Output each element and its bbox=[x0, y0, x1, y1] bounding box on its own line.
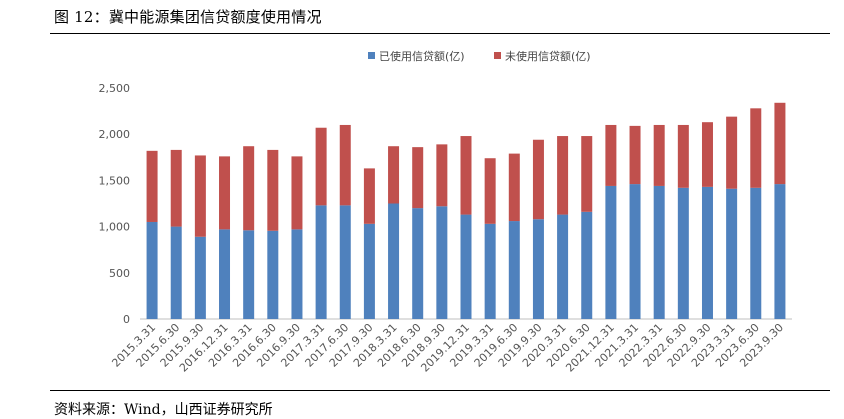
legend-label-used: 已使用信贷额(亿) bbox=[379, 49, 465, 63]
bar-unused bbox=[750, 108, 762, 188]
bar-unused bbox=[701, 122, 713, 187]
bar-unused bbox=[460, 136, 472, 215]
figure-title: 图 12：冀中能源集团信贷额度使用情况 bbox=[54, 8, 322, 26]
bar-unused bbox=[484, 158, 496, 224]
y-tick-label: 2,000 bbox=[99, 128, 131, 141]
legend-swatch-unused bbox=[494, 52, 501, 59]
y-tick-label: 2,500 bbox=[99, 82, 131, 95]
bar-used bbox=[243, 230, 255, 319]
bar-used bbox=[484, 223, 496, 319]
y-tick-label: 500 bbox=[109, 267, 130, 280]
bar-used bbox=[532, 219, 544, 319]
bar-used bbox=[146, 221, 158, 319]
bar-used bbox=[267, 230, 279, 319]
legend-swatch-used bbox=[368, 52, 375, 59]
bar-used bbox=[629, 184, 641, 319]
bar-used bbox=[701, 186, 713, 319]
top-rule bbox=[50, 33, 830, 34]
bar-unused bbox=[508, 153, 520, 222]
bar-unused bbox=[388, 146, 400, 204]
bar-used bbox=[726, 188, 738, 319]
bar-unused bbox=[436, 144, 448, 207]
bar-unused bbox=[267, 149, 279, 231]
bar-used bbox=[460, 214, 472, 319]
bar-unused bbox=[219, 156, 231, 230]
bar-used bbox=[219, 229, 231, 319]
stacked-bar-chart: 已使用信贷额(亿) 未使用信贷额(亿) 0 500 1,000 1,500 2,000 2,5… bbox=[99, 49, 792, 375]
bar-used bbox=[653, 185, 665, 319]
bar-used bbox=[508, 221, 520, 319]
bar-unused bbox=[412, 147, 424, 209]
bar-used bbox=[774, 184, 786, 319]
bar-unused bbox=[146, 150, 158, 222]
bar-unused bbox=[291, 156, 303, 230]
bar-used bbox=[412, 208, 424, 319]
bar-used bbox=[339, 205, 351, 319]
bar-unused bbox=[315, 127, 327, 206]
bar-unused bbox=[629, 125, 641, 185]
bar-used bbox=[677, 187, 689, 319]
bottom-rule bbox=[50, 390, 830, 391]
bar-unused bbox=[170, 149, 182, 227]
bar-used bbox=[750, 187, 762, 319]
bar-unused bbox=[726, 116, 738, 189]
bar-used bbox=[194, 236, 206, 319]
bar-unused bbox=[581, 136, 593, 212]
y-tick-label: 1,000 bbox=[99, 221, 131, 234]
y-tick-label: 0 bbox=[123, 313, 130, 326]
source-note: 资料来源：Wind，山西证券研究所 bbox=[54, 402, 273, 418]
bar-used bbox=[363, 223, 375, 319]
bar-used bbox=[557, 214, 569, 319]
bar-unused bbox=[194, 155, 206, 237]
bar-unused bbox=[363, 168, 375, 224]
bar-unused bbox=[532, 139, 544, 220]
bar-unused bbox=[677, 124, 689, 188]
bar-used bbox=[388, 203, 400, 319]
bar-unused bbox=[339, 124, 351, 206]
bar-used bbox=[291, 229, 303, 319]
legend-label-unused: 未使用信贷额(亿) bbox=[505, 49, 591, 63]
bar-unused bbox=[243, 146, 255, 231]
bar-used bbox=[581, 211, 593, 319]
bar-unused bbox=[557, 136, 569, 215]
bar-unused bbox=[605, 124, 617, 186]
bar-used bbox=[605, 185, 617, 319]
bar-used bbox=[170, 226, 182, 319]
bar-unused bbox=[774, 102, 786, 185]
bar-used bbox=[436, 206, 448, 319]
bar-used bbox=[315, 205, 327, 319]
bar-unused bbox=[653, 124, 665, 186]
y-tick-label: 1,500 bbox=[99, 174, 131, 187]
